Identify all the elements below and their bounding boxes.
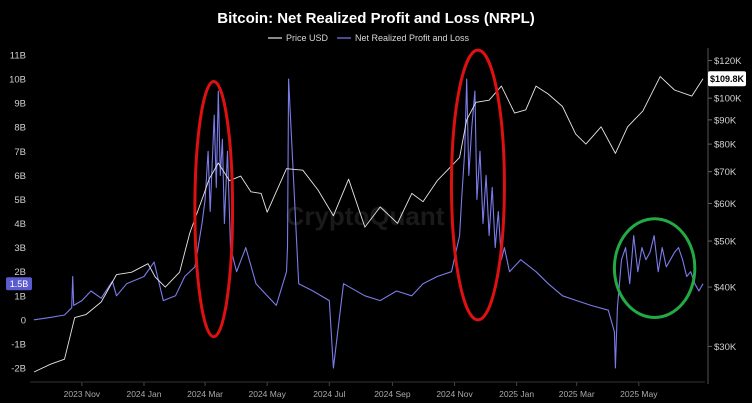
y-right-tick-label: $120K [714,56,742,67]
x-tick-label: 2023 Nov [64,389,101,399]
y-right-tick-label: $30K [714,342,737,353]
x-tick-label: 2025 Jan [499,389,534,399]
x-tick-label: 2024 Mar [187,389,223,399]
y-right-axis: $30K $40K $50K $60K $70K $80K $90K $100K $120K [708,56,742,353]
x-axis: 2023 Nov 2024 Jan 2024 Mar 2024 May 2024 Jul… [64,382,658,399]
y-left-tick-label: -2B [11,364,26,375]
legend: Price USD Net Realized Profit and Loss [268,33,470,43]
y-left-tick-label: 6B [14,171,26,182]
y-right-tick-label: $60K [714,199,737,210]
y-left-tick-label: -1B [11,339,26,350]
nrpl-line [33,78,704,369]
x-tick-label: 2024 Sep [374,389,411,399]
y-right-tick-label: $70K [714,167,737,178]
y-left-tick-label: 9B [14,99,26,110]
current-price-label: $109.8K [710,74,745,84]
x-tick-label: 2024 Jan [126,389,161,399]
price-line [33,76,704,373]
x-tick-label: 2024 Nov [436,389,473,399]
chart-title: Bitcoin: Net Realized Profit and Loss (N… [217,10,535,27]
x-tick-label: 2025 Mar [559,389,595,399]
y-left-tick-label: 8B [14,123,26,134]
y-right-tick-label: $90K [714,115,737,126]
y-left-tick-label: 1B [14,291,26,302]
current-nrpl-tag [6,277,32,291]
current-nrpl-label: 1.5B [10,279,29,289]
annotation-ellipse-1 [193,79,235,339]
series-layer [33,76,704,373]
y-left-tick-label: 3B [14,243,26,254]
annotation-ellipse-2 [449,48,506,322]
y-left-tick-label: 2B [14,267,26,278]
y-right-tick-label: $50K [714,237,737,248]
y-left-tick-label: 11B [10,51,26,62]
current-nrpl-marker: 1.5B [6,277,32,291]
y-right-tick-label: $100K [714,94,742,105]
current-price-tag [708,71,746,87]
y-left-tick-label: 10B [9,75,26,86]
legend-nrpl-label: Net Realized Profit and Loss [355,33,470,43]
y-left-tick-label: 0 [21,315,26,326]
watermark: CryptoQuant [286,201,445,231]
current-price-marker: $109.8K [708,71,746,87]
y-left-axis: -2B -1B 0 1B 2B 3B 4B 5B 6B 7B 8B 9B 10B 11B [9,51,26,375]
y-left-tick-label: 7B [14,147,26,158]
annotation-layer [193,48,697,339]
x-tick-label: 2025 May [620,389,658,399]
annotation-ellipse-3 [612,217,697,319]
y-right-tick-label: $40K [714,283,737,294]
x-tick-label: 2024 May [248,389,286,399]
legend-price-label: Price USD [286,33,329,43]
y-right-tick-label: $80K [714,140,737,151]
y-left-tick-label: 4B [14,219,26,230]
x-tick-label: 2024 Jul [313,389,345,399]
y-left-tick-label: 5B [14,195,26,206]
